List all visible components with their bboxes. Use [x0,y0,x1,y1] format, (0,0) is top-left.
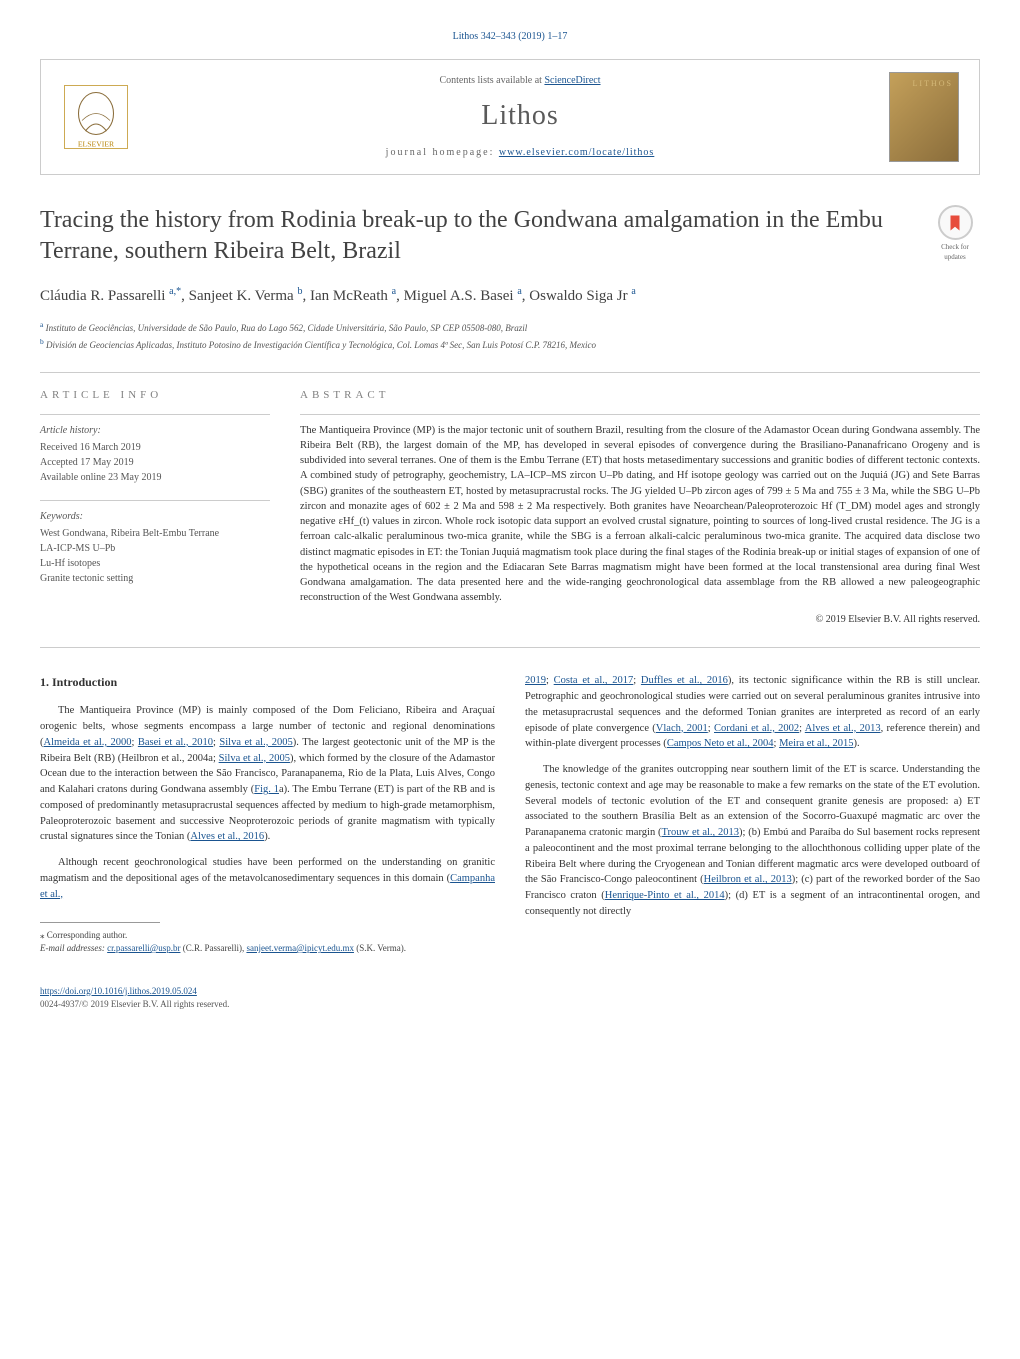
sciencedirect-link[interactable]: ScienceDirect [544,75,600,86]
bookmark-icon [938,205,973,240]
article-title: Tracing the history from Rodinia break-u… [40,205,910,267]
elsevier-logo: ELSEVIER [61,82,131,152]
authors-line: Cláudia R. Passarelli a,*, Sanjeet K. Ve… [40,285,980,307]
keyword-1: West Gondwana, Ribeira Belt-Embu Terrane [40,526,270,541]
intro-para-2-cont: 2019; Costa et al., 2017; Duffles et al.… [525,673,980,752]
keyword-4: Granite tectonic setting [40,571,270,586]
ref-cordani-2002[interactable]: Cordani et al., 2002 [714,723,799,734]
issn-copyright: 0024-4937/© 2019 Elsevier B.V. All right… [40,999,229,1009]
ref-alves-2016[interactable]: Alves et al., 2016 [190,831,264,842]
left-column: 1. Introduction The Mantiqueira Province… [40,673,495,1011]
main-two-column: 1. Introduction The Mantiqueira Province… [40,673,980,1011]
history-received: Received 16 March 2019 [40,440,270,455]
keyword-2: LA-ICP-MS U–Pb [40,541,270,556]
keywords-block: Keywords: West Gondwana, Ribeira Belt-Em… [40,500,270,586]
history-title: Article history: [40,423,270,438]
journal-cover-thumbnail: LITHOS [889,72,959,162]
history-accepted: Accepted 17 May 2019 [40,455,270,470]
ref-campos-neto-2004[interactable]: Campos Neto et al., 2004 [667,738,774,749]
contents-line: Contents lists available at ScienceDirec… [151,74,889,88]
ref-meira-2015[interactable]: Meira et al., 2015 [779,738,853,749]
ref-duffles-2016[interactable]: Duffles et al., 2016 [641,675,728,686]
check-updates-label: Check for updates [941,243,969,261]
intro-para-3: The knowledge of the granites outcroppin… [525,762,980,920]
article-history: Article history: Received 16 March 2019 … [40,414,270,485]
keywords-title: Keywords: [40,509,270,524]
email-passarelli[interactable]: cr.passarelli@usp.br [107,943,180,953]
svg-text:ELSEVIER: ELSEVIER [78,139,115,148]
page-footer: https://doi.org/10.1016/j.lithos.2019.05… [40,985,495,1012]
intro-para-2: Although recent geochronological studies… [40,855,495,902]
divider [40,372,980,373]
doi-link[interactable]: https://doi.org/10.1016/j.lithos.2019.05… [40,986,197,996]
abstract-column: ABSTRACT The Mantiqueira Province (MP) i… [300,388,980,627]
journal-name: Lithos [151,96,889,135]
article-info-heading: ARTICLE INFO [40,388,270,403]
abstract-text: The Mantiqueira Province (MP) is the maj… [300,414,980,606]
corresponding-author-note: ⁎ Corresponding author. [40,929,495,942]
right-column: 2019; Costa et al., 2017; Duffles et al.… [525,673,980,1011]
email-label: E-mail addresses: [40,943,107,953]
ref-henrique-pinto-2014[interactable]: Henrique-Pinto et al., 2014 [605,890,725,901]
affiliations: a Instituto de Geociências, Universidade… [40,319,980,352]
email-verma[interactable]: sanjeet.verma@ipicyt.edu.mx [246,943,354,953]
abstract-heading: ABSTRACT [300,388,980,403]
ref-heilbron-2013[interactable]: Heilbron et al., 2013 [704,874,792,885]
journal-homepage-link[interactable]: www.elsevier.com/locate/lithos [499,147,654,158]
footnotes: ⁎ Corresponding author. E-mail addresses… [40,929,495,954]
ref-costa-2017[interactable]: Costa et al., 2017 [554,675,634,686]
journal-homepage-line: journal homepage: www.elsevier.com/locat… [151,146,889,160]
ref-vlach-2001[interactable]: Vlach, 2001 [656,723,708,734]
email-addresses: E-mail addresses: cr.passarelli@usp.br (… [40,942,495,955]
section-1-heading: 1. Introduction [40,673,495,691]
ref-silva-2005b[interactable]: Silva et al., 2005 [219,753,290,764]
ref-almeida-2000[interactable]: Almeida et al., 2000 [44,737,132,748]
history-online: Available online 23 May 2019 [40,470,270,485]
check-updates-badge[interactable]: Check for updates [930,205,980,263]
intro-para-1: The Mantiqueira Province (MP) is mainly … [40,703,495,845]
cover-title: LITHOS [913,78,953,89]
contents-text: Contents lists available at [439,75,544,86]
ref-2019[interactable]: 2019 [525,675,546,686]
article-info-column: ARTICLE INFO Article history: Received 1… [40,388,270,627]
ref-trouw-2013[interactable]: Trouw et al., 2013 [662,827,739,838]
footnote-separator [40,922,160,923]
ref-alves-2013[interactable]: Alves et al., 2013 [805,723,881,734]
header-center: Contents lists available at ScienceDirec… [151,74,889,159]
ref-basei-2010[interactable]: Basei et al., 2010 [138,737,213,748]
issue-citation: Lithos 342–343 (2019) 1–17 [40,30,980,44]
homepage-label: journal homepage: [386,147,499,158]
ref-fig1[interactable]: Fig. 1 [254,784,279,795]
divider [40,647,980,648]
journal-header: ELSEVIER Contents lists available at Sci… [40,59,980,175]
keyword-3: Lu-Hf isotopes [40,556,270,571]
copyright-line: © 2019 Elsevier B.V. All rights reserved… [300,613,980,627]
ref-silva-2005[interactable]: Silva et al., 2005 [219,737,292,748]
